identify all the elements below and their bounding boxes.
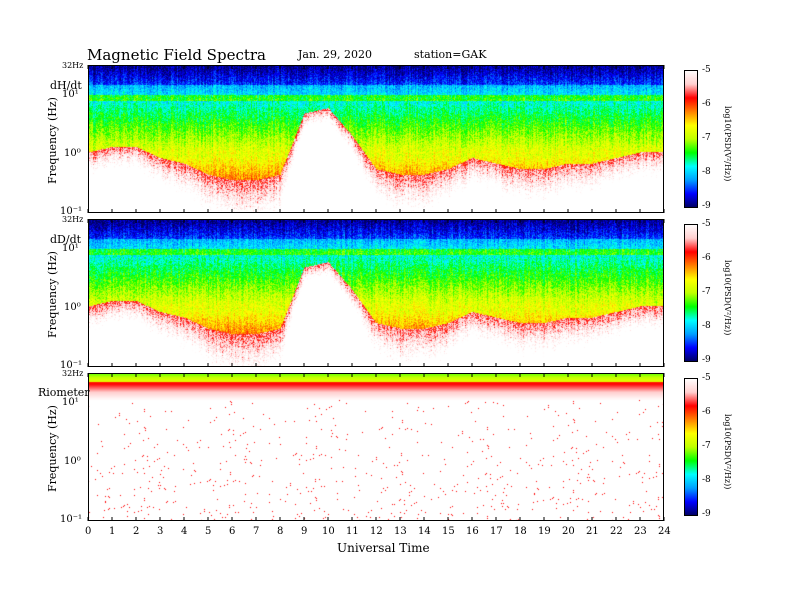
cbtick-dhdt-0: -5 bbox=[702, 65, 711, 75]
x-tick-label: 17 bbox=[490, 526, 503, 537]
x-tick-label: 24 bbox=[658, 526, 671, 537]
ytick-riometer-2: 10⁻¹ bbox=[60, 514, 83, 525]
x-tick-label: 21 bbox=[586, 526, 599, 537]
ytick-dddt-2: 10⁻¹ bbox=[60, 360, 83, 371]
panel-label-dhdt: dH/dt bbox=[50, 79, 82, 92]
x-tick-label: 2 bbox=[133, 526, 140, 537]
chart-station: station=GAK bbox=[414, 48, 487, 61]
heatmap-dhdt bbox=[88, 65, 664, 213]
ytick-dddt-1: 10⁰ bbox=[64, 302, 81, 313]
colorbar-dhdt bbox=[684, 70, 698, 208]
x-tick-label: 16 bbox=[466, 526, 479, 537]
top-freq-label-riometer: 32Hz bbox=[62, 369, 84, 378]
x-tick-label: 13 bbox=[394, 526, 407, 537]
ytick-riometer-0: 10¹ bbox=[62, 397, 79, 408]
cbtick-dhdt-3: -8 bbox=[702, 167, 711, 177]
x-tick-label: 19 bbox=[538, 526, 551, 537]
x-tick-label: 5 bbox=[205, 526, 212, 537]
colorbar-frame-dhdt bbox=[684, 70, 698, 208]
x-tick-label: 3 bbox=[157, 526, 164, 537]
x-tick-label: 11 bbox=[346, 526, 359, 537]
cbtick-dddt-1: -6 bbox=[702, 253, 711, 263]
cbtick-dddt-0: -5 bbox=[702, 219, 711, 229]
x-tick-label: 1 bbox=[109, 526, 116, 537]
heatmap-riometer bbox=[88, 373, 664, 521]
x-tick-label: 7 bbox=[253, 526, 260, 537]
x-tick-label: 10 bbox=[322, 526, 335, 537]
ytick-riometer-1: 10⁰ bbox=[64, 456, 81, 467]
cbtick-dddt-2: -7 bbox=[702, 287, 711, 297]
cbtick-riometer-0: -5 bbox=[702, 373, 711, 383]
heatmap-dddt bbox=[88, 219, 664, 367]
cbtick-riometer-1: -6 bbox=[702, 407, 711, 417]
colorbar-riometer bbox=[684, 378, 698, 516]
cbtick-dhdt-2: -7 bbox=[702, 133, 711, 143]
ytick-dhdt-0: 10¹ bbox=[62, 89, 79, 100]
chart-title: Magnetic Field Spectra bbox=[87, 46, 266, 64]
colorbar-frame-riometer bbox=[684, 378, 698, 516]
x-tick-label: 23 bbox=[634, 526, 647, 537]
x-tick-label: 20 bbox=[562, 526, 575, 537]
x-tick-label: 22 bbox=[610, 526, 623, 537]
ytick-dddt-0: 10¹ bbox=[62, 243, 79, 254]
x-tick-label: 12 bbox=[370, 526, 383, 537]
top-freq-label-dddt: 32Hz bbox=[62, 215, 84, 224]
cbtick-riometer-2: -7 bbox=[702, 441, 711, 451]
colorbar-dddt bbox=[684, 224, 698, 362]
panel-label-riometer: Riometer bbox=[38, 386, 90, 399]
x-tick-label: 9 bbox=[301, 526, 308, 537]
panel-label-dddt: dD/dt bbox=[50, 233, 82, 246]
cbtick-dddt-4: -9 bbox=[702, 355, 711, 365]
cbtick-dhdt-4: -9 bbox=[702, 201, 711, 211]
cbtick-dddt-3: -8 bbox=[702, 321, 711, 331]
x-tick-label: 0 bbox=[85, 526, 92, 537]
x-tick-label: 6 bbox=[229, 526, 236, 537]
x-tick-label: 4 bbox=[181, 526, 188, 537]
top-freq-label-dhdt: 32Hz bbox=[62, 61, 84, 70]
x-axis-label: Universal Time bbox=[337, 541, 430, 555]
cbtick-riometer-3: -8 bbox=[702, 475, 711, 485]
chart-date: Jan. 29, 2020 bbox=[298, 48, 373, 61]
cbtick-dhdt-1: -6 bbox=[702, 99, 711, 109]
x-tick-label: 15 bbox=[442, 526, 455, 537]
x-tick-label: 18 bbox=[514, 526, 527, 537]
colorbar-frame-dddt bbox=[684, 224, 698, 362]
ytick-dhdt-1: 10⁰ bbox=[64, 148, 81, 159]
cbtick-riometer-4: -9 bbox=[702, 509, 711, 519]
ytick-dhdt-2: 10⁻¹ bbox=[60, 206, 83, 217]
x-tick-label: 8 bbox=[277, 526, 284, 537]
x-tick-label: 14 bbox=[418, 526, 431, 537]
